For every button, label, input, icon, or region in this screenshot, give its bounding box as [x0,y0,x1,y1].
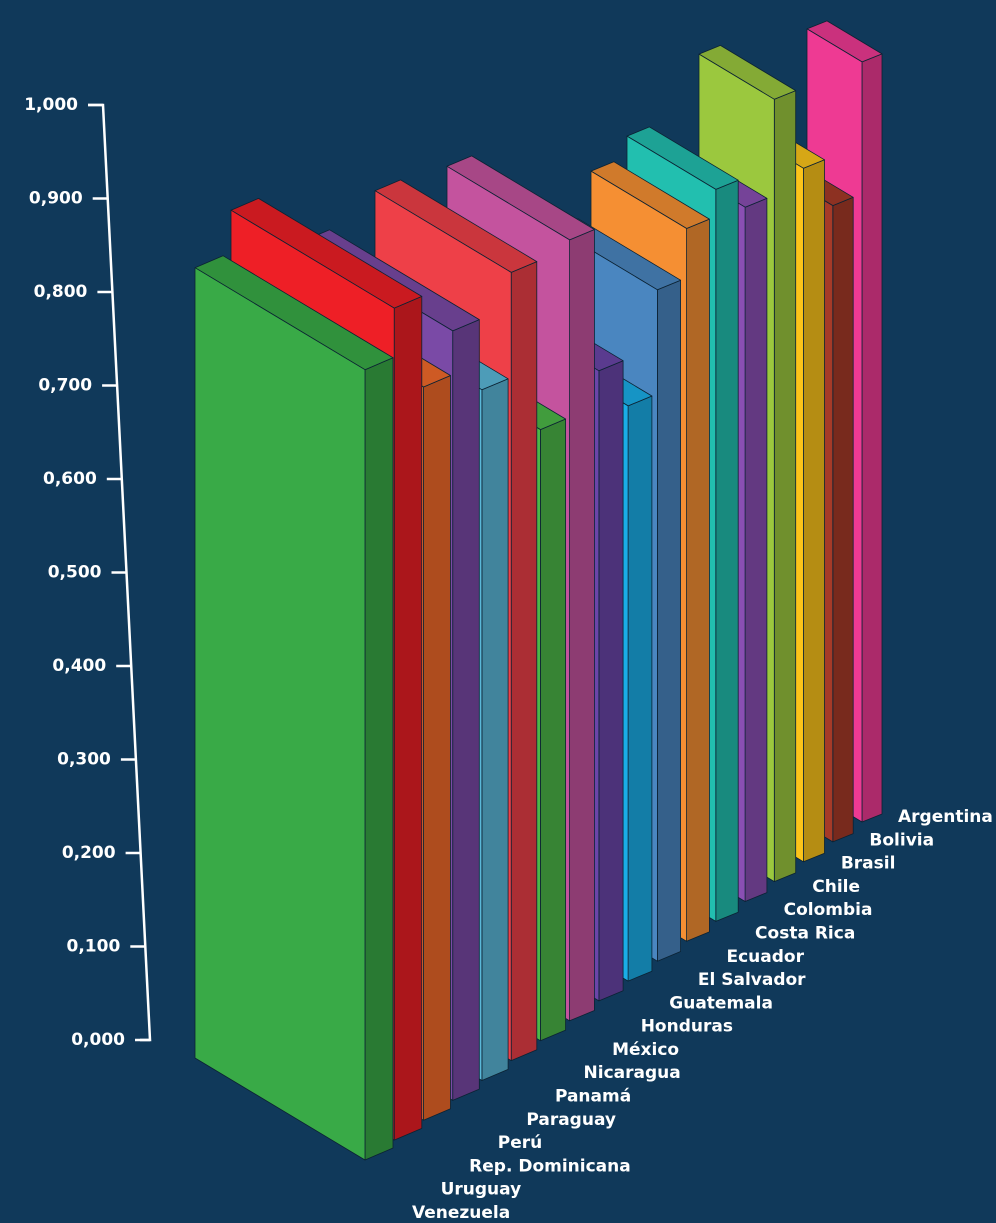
bar-side [452,319,480,1101]
y-tick-label: 1,000 [24,95,78,115]
bar-side [569,229,595,1022]
category-label: Rep. Dominicana [469,1156,631,1176]
category-label: Nicaragua [584,1063,681,1083]
bar-side [393,295,423,1141]
category-label: Perú [498,1133,542,1153]
bar-side [510,261,538,1061]
bar-side [744,197,768,902]
bar-side [832,196,854,843]
bar-side [773,90,797,882]
category-label: Venezuela [412,1203,510,1223]
bar-side [423,375,451,1121]
category-label: Chile [812,877,860,897]
category-label: Guatemala [669,993,773,1013]
category-label: Ecuador [726,947,804,967]
y-tick-label: 0,300 [57,750,111,770]
bar-side [803,159,825,863]
category-label: México [612,1040,679,1060]
category-label: El Salvador [698,970,806,990]
category-label: Uruguay [441,1180,522,1200]
category-label: Colombia [784,900,873,920]
bar-side [540,418,566,1042]
bar-side [364,357,394,1161]
bar-side [861,53,883,823]
bar-side [715,179,739,922]
category-label: Costa Rica [755,923,855,943]
y-tick-label: 0,000 [71,1030,125,1050]
y-tick-label: 0,100 [67,937,121,957]
bar-front [194,267,366,1161]
category-label: Paraguay [526,1110,616,1130]
y-tick-label: 0,700 [38,376,92,396]
y-tick-label: 0,200 [62,843,116,863]
y-tick-label: 0,500 [48,563,102,583]
category-label: Bolivia [869,830,934,850]
bar-side [657,279,681,962]
category-label: Argentina [898,807,993,827]
y-tick-label: 0,400 [52,656,106,676]
y-tick-label: 0,600 [43,469,97,489]
category-label: Brasil [841,854,896,874]
bar-side [627,395,653,982]
bar-side [481,378,509,1081]
y-tick-label: 0,800 [34,282,88,302]
bar-side [686,218,710,942]
bar [194,255,394,1161]
bar-side [598,360,624,1002]
category-label: Honduras [641,1017,733,1037]
category-label: Panamá [555,1087,631,1107]
y-tick-label: 0,900 [29,189,83,209]
